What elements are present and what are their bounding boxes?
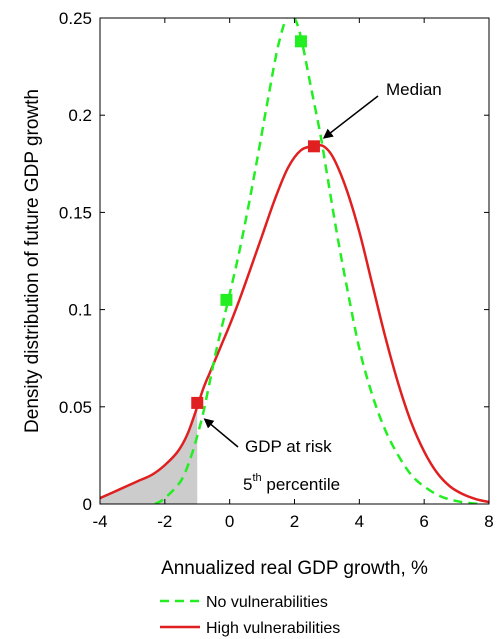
legend-label-high-vulnerabilities: High vulnerabilities xyxy=(206,620,340,637)
y-tick-label: 0.05 xyxy=(59,398,92,417)
x-tick-label: -4 xyxy=(92,512,107,531)
x-tick-label: 8 xyxy=(484,512,493,531)
series-line-high-vulnerabilities xyxy=(100,144,489,504)
y-tick-label: 0.2 xyxy=(68,106,92,125)
gdp-at-risk-shaded-area xyxy=(100,406,198,504)
x-tick-label: 2 xyxy=(290,512,299,531)
x-tick-label: 0 xyxy=(225,512,234,531)
gdp-at-risk-arrow xyxy=(203,418,239,448)
y-tick-label: 0.15 xyxy=(59,203,92,222)
x-tick-label: -2 xyxy=(157,512,172,531)
y-tick-label: 0 xyxy=(83,495,92,514)
y-axis-title: Density distribution of future GDP growt… xyxy=(22,89,43,433)
percentile-annotation: 5th percentile xyxy=(243,472,340,494)
legend-label-no-vulnerabilities: No vulnerabilities xyxy=(206,594,328,611)
x-tick-label: 4 xyxy=(355,512,364,531)
x-tick-label: 6 xyxy=(419,512,428,531)
median-annotation: Median xyxy=(386,80,442,99)
gdp-at-risk-annotation: GDP at risk xyxy=(245,437,332,456)
marker-high-vulnerabilities-3 xyxy=(307,140,320,153)
y-tick-label: 0.1 xyxy=(68,301,92,320)
marker-high-vulnerabilities-2 xyxy=(191,396,204,409)
x-axis-title: Annualized real GDP growth, % xyxy=(161,558,428,579)
median-arrow xyxy=(322,95,379,139)
y-tick-label: 0.25 xyxy=(59,9,92,28)
marker-no-vulnerabilities-0 xyxy=(220,293,233,306)
marker-no-vulnerabilities-1 xyxy=(294,35,307,48)
